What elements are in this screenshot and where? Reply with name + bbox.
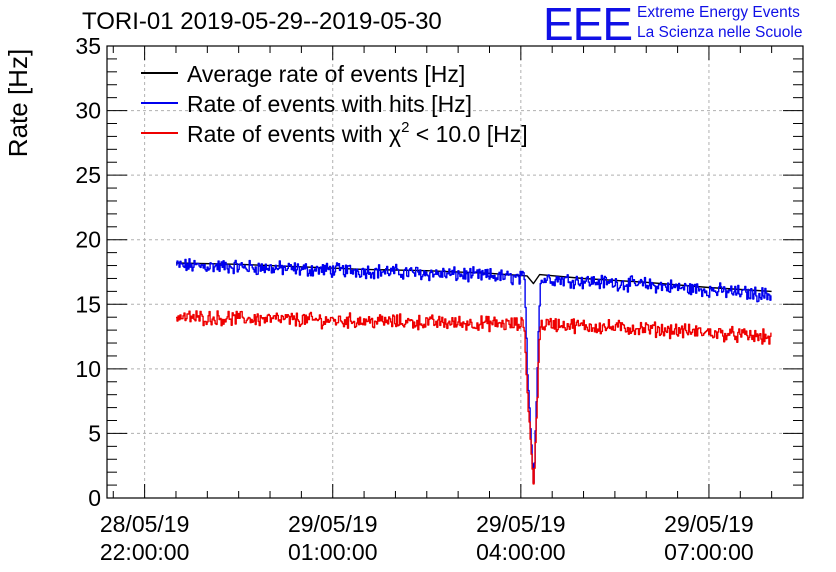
legend-chi2-suffix: < 10.0 [Hz]	[409, 121, 527, 147]
legend-chi2-power: 2	[401, 119, 409, 136]
y-tick-label: 5	[88, 420, 101, 446]
logo-line-1: Extreme Energy Events	[637, 4, 800, 21]
axes: 0510152025303528/05/1922:00:0029/05/1901…	[75, 33, 804, 565]
y-tick-label: 0	[88, 485, 101, 511]
series-line-2	[176, 310, 772, 485]
y-tick-label: 30	[75, 98, 101, 124]
y-axis-label: Rate [Hz]	[3, 49, 33, 157]
x-tick-time: 22:00:00	[100, 539, 190, 565]
legend-label-chi2: Rate of events with χ2 < 10.0 [Hz]	[187, 119, 528, 147]
x-tick-time: 01:00:00	[288, 539, 378, 565]
x-tick-time: 04:00:00	[476, 539, 566, 565]
series-line-1	[176, 258, 772, 484]
logo-line-2: La Scienza nelle Scuole	[637, 24, 803, 41]
series-group	[175, 258, 772, 485]
legend: Average rate of events [Hz] Rate of even…	[141, 61, 528, 147]
legend-chi2-symbol: χ	[389, 121, 401, 147]
y-tick-label: 35	[75, 33, 101, 59]
plot-frame	[106, 45, 804, 499]
y-tick-label: 25	[75, 162, 101, 188]
y-tick-label: 10	[75, 356, 101, 382]
eee-logo: EEE	[543, 0, 633, 50]
x-tick-date: 29/05/19	[288, 511, 378, 537]
chart-title: TORI-01 2019-05-29--2019-05-30	[82, 8, 442, 35]
x-tick-date: 29/05/19	[664, 511, 754, 537]
legend-chi2-prefix: Rate of events with	[187, 121, 389, 147]
x-tick-time: 07:00:00	[664, 539, 754, 565]
legend-label-average: Average rate of events [Hz]	[187, 61, 465, 87]
legend-label-hits: Rate of events with hits [Hz]	[187, 91, 472, 117]
grid	[107, 46, 803, 498]
x-tick-date: 29/05/19	[476, 511, 566, 537]
x-tick-date: 28/05/19	[100, 511, 190, 537]
y-tick-label: 20	[75, 227, 101, 253]
y-tick-label: 15	[75, 291, 101, 317]
